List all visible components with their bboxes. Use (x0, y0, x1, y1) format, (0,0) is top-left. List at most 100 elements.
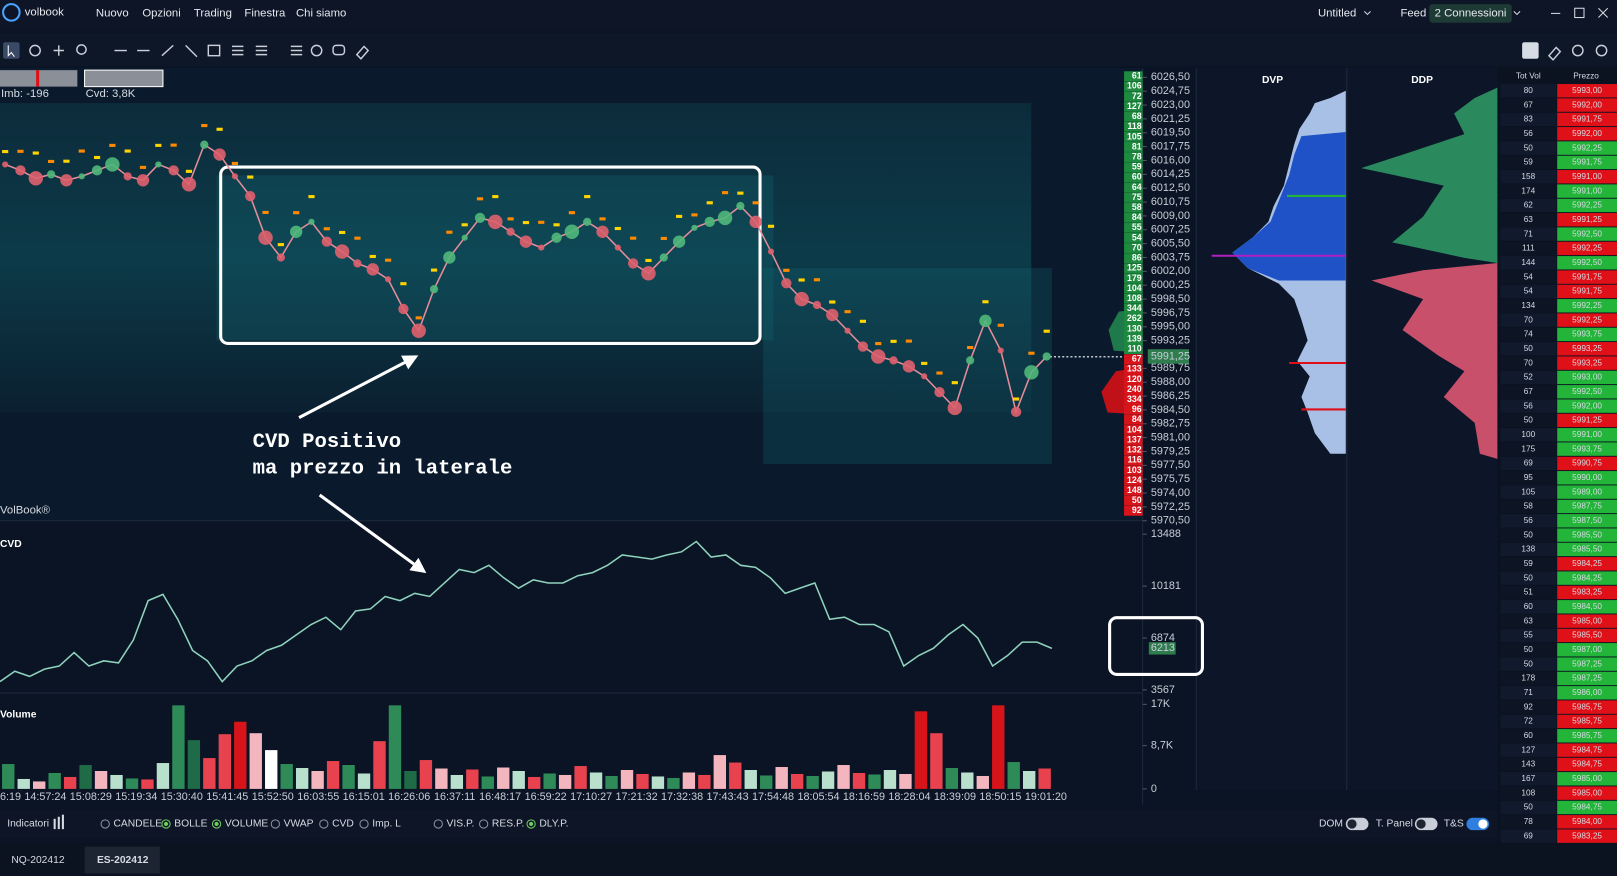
dom-price: 5985,00 (1572, 788, 1602, 797)
option-label[interactable]: VWAP (284, 819, 314, 830)
heat-cell (706, 201, 713, 205)
tool-rect[interactable] (207, 44, 221, 57)
dom-price-bg (1557, 442, 1617, 456)
connections-bg[interactable] (1429, 4, 1512, 23)
heat-cell (400, 282, 407, 286)
workspace[interactable]: Untitled (1318, 7, 1356, 19)
connections[interactable]: 2 Connessioni (1435, 7, 1507, 19)
active-tab-bg (84, 846, 160, 874)
heat-cell (170, 143, 177, 147)
volume-bar (790, 773, 804, 789)
menu-item[interactable]: Trading (194, 7, 232, 19)
option-radio[interactable] (319, 819, 329, 829)
price-bubble (321, 236, 332, 247)
feed[interactable]: Feed (1400, 7, 1426, 19)
option-radio[interactable] (479, 819, 489, 829)
dom-row-bg (1500, 155, 1557, 170)
volume-bar (357, 773, 371, 789)
option-label[interactable]: CVD (332, 819, 354, 830)
tool-gear[interactable] (1595, 44, 1608, 57)
volume-bar (94, 770, 108, 789)
dom-price-bg (1557, 700, 1617, 714)
heat-cell (584, 195, 591, 199)
dom-row-bg (1500, 327, 1557, 342)
dom-price: 5990,00 (1572, 473, 1602, 482)
dom-price-bg (1557, 84, 1617, 98)
tool-line[interactable] (161, 44, 174, 57)
option-radio[interactable] (433, 819, 443, 829)
option-radio[interactable] (161, 819, 171, 829)
option-label[interactable]: DLY.P. (539, 819, 568, 830)
price-bubble (794, 291, 809, 307)
tool-eraser-right[interactable] (1547, 46, 1562, 61)
time-label: 17:32:38 (661, 791, 703, 803)
dom-volume: 50 (1524, 416, 1534, 425)
menu-item[interactable]: Chi siamo (296, 7, 346, 19)
logo[interactable]: volbook (25, 6, 64, 18)
dom-price: 5991,25 (1572, 215, 1602, 224)
price-bubble (123, 172, 132, 181)
menu-item[interactable]: Opzioni (142, 7, 180, 19)
tool-dollar[interactable] (1522, 42, 1539, 59)
price-bubble (997, 347, 1004, 354)
option-label[interactable]: Imp. L (372, 819, 401, 830)
price-tick-label: 5982,75 (1151, 418, 1190, 430)
indicators-button[interactable]: Indicatori (7, 819, 49, 830)
tool-timer[interactable] (310, 44, 323, 57)
option-label[interactable]: RES.P. (492, 819, 524, 830)
option-label[interactable]: VIS.P. (447, 819, 475, 830)
option-label[interactable]: BOLLE (174, 819, 207, 830)
maximize-icon[interactable] (1574, 7, 1585, 19)
tool-eraser[interactable] (355, 45, 370, 60)
tab[interactable]: ES-202412 (97, 855, 149, 866)
tool-record[interactable] (1571, 44, 1584, 57)
price-tick-label: 6009,00 (1151, 210, 1190, 222)
level-volume-bg (1124, 465, 1143, 476)
option-radio[interactable] (270, 819, 280, 829)
option-radio[interactable] (211, 819, 222, 829)
close-icon[interactable] (1598, 7, 1609, 18)
menu-item[interactable]: Nuovo (96, 7, 129, 19)
level-volume-bg (1124, 263, 1143, 274)
tool-hand[interactable] (29, 44, 41, 57)
tool-settings[interactable] (290, 45, 303, 56)
price-bubble (767, 248, 775, 255)
dom-row-bg (1500, 112, 1557, 127)
option-label[interactable]: CANDELE (113, 819, 162, 830)
dom-row-bg (1500, 757, 1557, 772)
dropdown-icon[interactable] (1363, 10, 1521, 16)
level-volume: 75 (1132, 192, 1142, 202)
tab[interactable]: NQ-202412 (11, 855, 65, 866)
tool-levels[interactable] (255, 45, 268, 56)
price-bubble (276, 253, 285, 262)
tool-zoom[interactable] (76, 44, 87, 55)
cvd-label: Cvd: 3,8K (86, 88, 136, 100)
level-volume-bg (1124, 273, 1143, 284)
heat-cell (507, 217, 514, 221)
price-tick-label: 5975,75 (1151, 473, 1190, 485)
level-volume-bg (1124, 485, 1143, 496)
dom-price: 5985,75 (1572, 717, 1602, 726)
volume-bar (326, 761, 340, 789)
dom-row-bg (1500, 542, 1557, 557)
dom-price-bg (1557, 542, 1617, 557)
volume-bar (156, 763, 170, 789)
tool-trend[interactable] (185, 44, 198, 58)
dom-price-bg (1557, 671, 1617, 686)
dom-row-bg (1500, 428, 1557, 442)
tool-cross[interactable] (53, 45, 64, 56)
tool-select[interactable] (3, 42, 20, 59)
option-radio[interactable] (526, 819, 536, 829)
price-tick-label: 6019,50 (1151, 127, 1190, 139)
heat-cell (231, 161, 239, 165)
option-radio[interactable] (100, 819, 110, 829)
option-label[interactable]: VOLUME (225, 819, 269, 830)
price-bubble (136, 174, 150, 187)
logo-icon (2, 3, 21, 22)
option-radio[interactable] (359, 819, 369, 829)
dom-price-bg (1557, 399, 1617, 413)
tool-fib[interactable] (232, 45, 244, 56)
tool-note[interactable] (332, 44, 346, 56)
option-radio-dot (529, 821, 534, 827)
menu-item[interactable]: Finestra (244, 7, 286, 19)
